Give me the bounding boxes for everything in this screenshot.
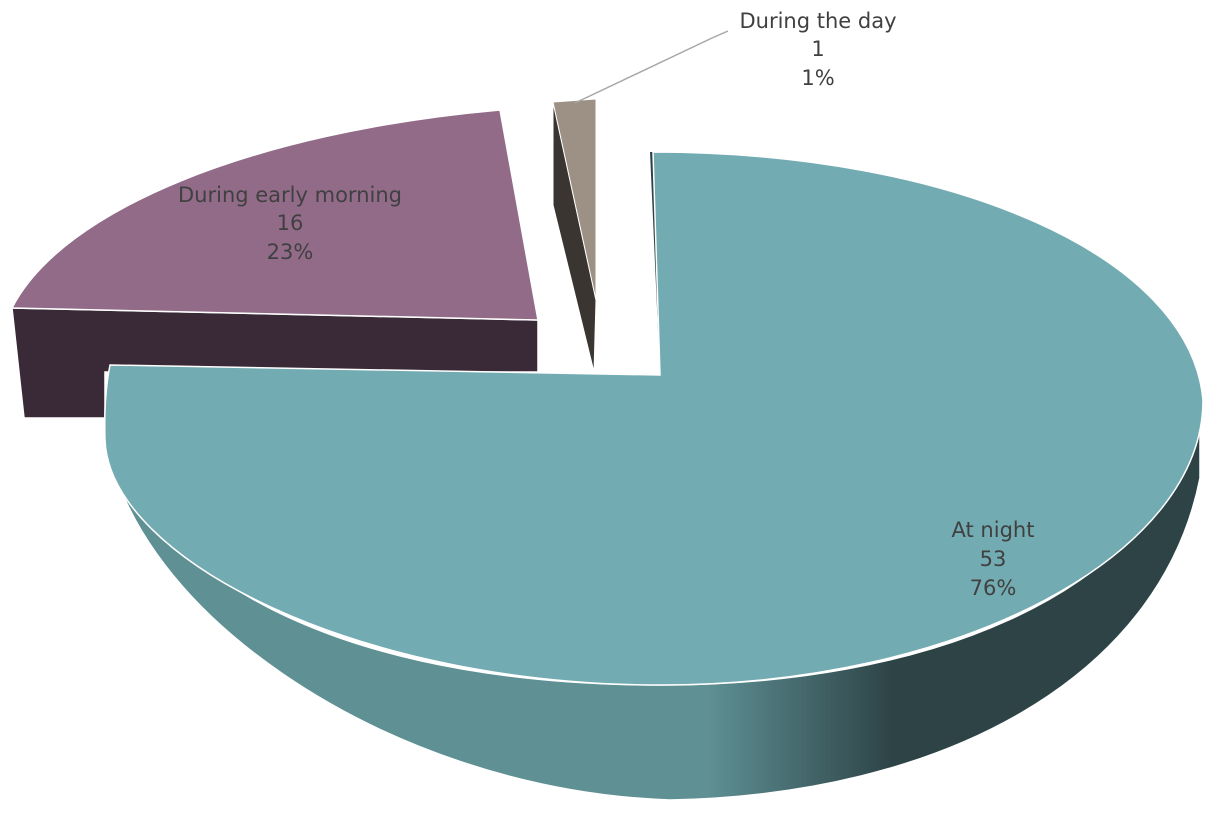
label-during-the-day-percent: 1% bbox=[801, 66, 834, 90]
label-during-the-day-name: During the day bbox=[739, 9, 896, 33]
slice-at-night bbox=[104, 151, 1204, 801]
data-label-during-the-day: During the day 1 1% bbox=[739, 9, 896, 90]
slice-during-early-morning bbox=[10, 109, 539, 419]
slice-during-the-day bbox=[552, 98, 597, 373]
label-during-the-day-value: 1 bbox=[811, 37, 824, 61]
label-during-early-morning-percent: 23% bbox=[267, 240, 314, 264]
label-at-night-value: 53 bbox=[980, 547, 1007, 571]
label-during-early-morning-value: 16 bbox=[277, 211, 304, 235]
leader-line-during-the-day bbox=[574, 30, 729, 104]
label-at-night-name: At night bbox=[952, 518, 1035, 542]
label-during-early-morning-name: During early morning bbox=[178, 183, 402, 207]
data-label-at-night: At night 53 76% bbox=[952, 518, 1035, 600]
data-label-during-early-morning: During early morning 16 23% bbox=[178, 183, 402, 264]
slice-during-early-morning-top bbox=[10, 109, 539, 321]
label-at-night-percent: 76% bbox=[970, 576, 1017, 600]
slice-during-the-day-top bbox=[552, 98, 597, 301]
slice-at-night-side bbox=[104, 419, 1201, 801]
slice-at-night-top bbox=[104, 151, 1204, 686]
